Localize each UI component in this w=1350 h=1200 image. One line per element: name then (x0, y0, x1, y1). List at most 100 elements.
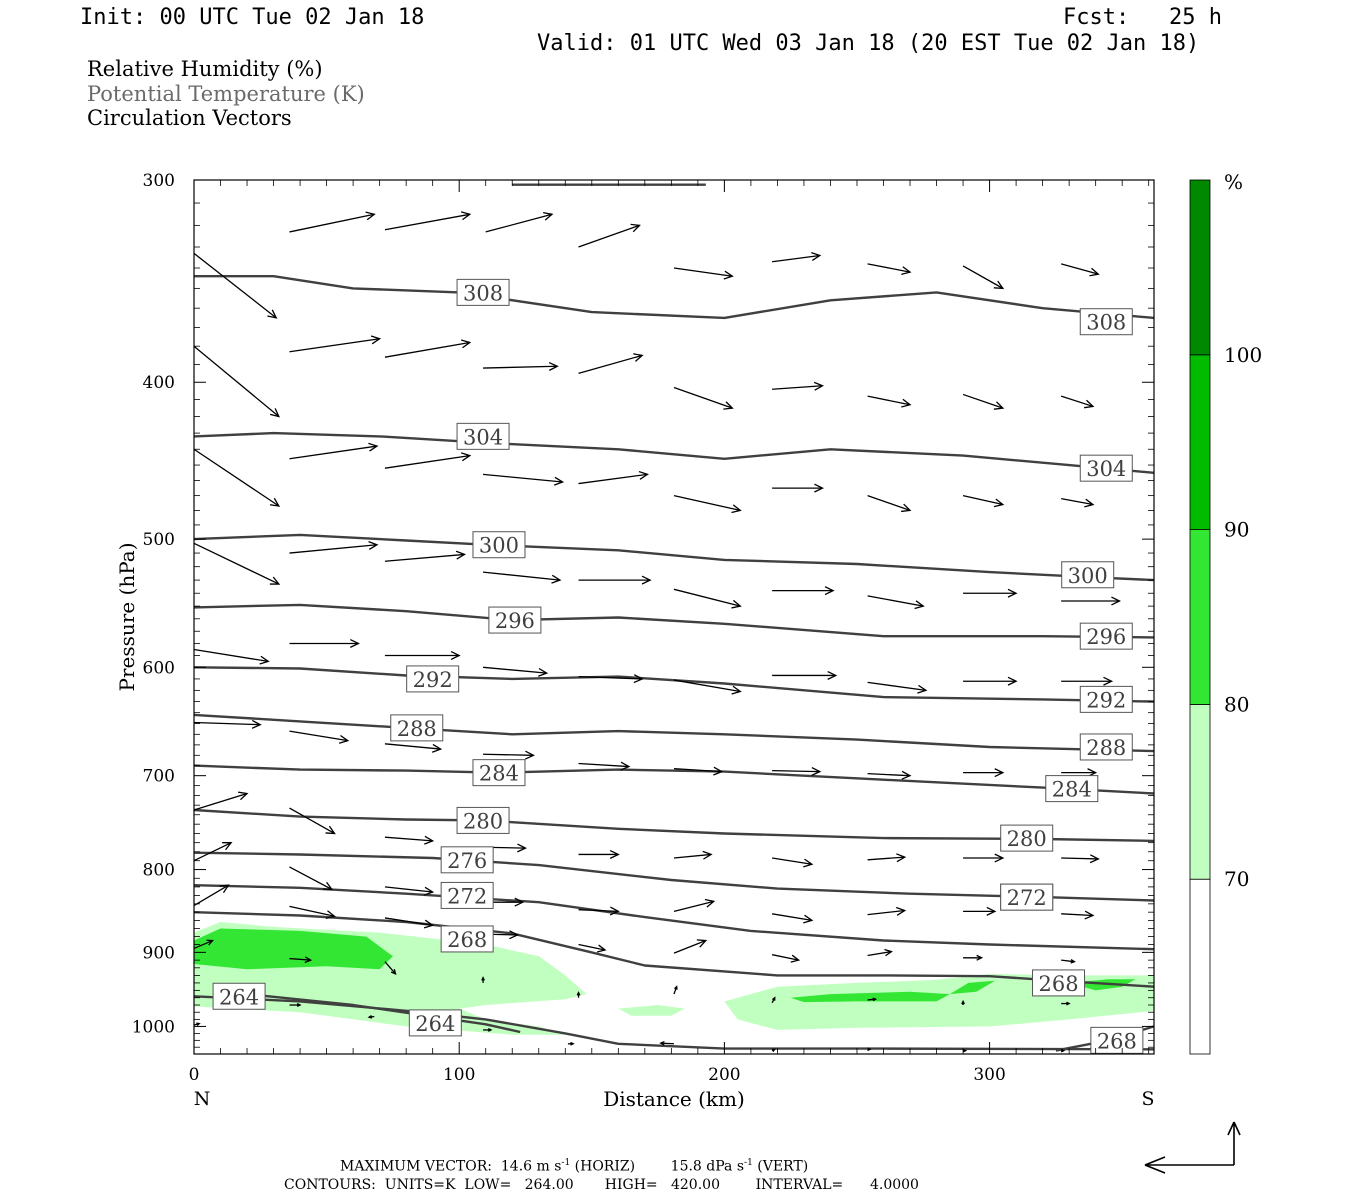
vector-arrow-41 (289, 638, 360, 648)
vector-arrow-68 (963, 853, 1005, 863)
theta-contour-268-10 (194, 911, 1154, 988)
x-end-left-label: N (194, 1088, 211, 1110)
vector-arrow-58 (963, 768, 1005, 778)
svg-text:276: 276 (447, 849, 487, 873)
vector-arrow-6 (772, 252, 822, 263)
x-tick-label-200: 200 (708, 1065, 740, 1085)
vector-arrow-80 (193, 884, 230, 907)
vector-arrow-35 (673, 588, 742, 609)
svg-text:300: 300 (479, 534, 519, 558)
vector-arrow-10 (193, 345, 281, 418)
svg-text:272: 272 (447, 884, 487, 908)
vector-arrow-31 (289, 540, 379, 554)
x-tick-label-0: 0 (189, 1065, 200, 1085)
contour-label-272: 272 (440, 881, 494, 909)
x-tick-label-300: 300 (973, 1065, 1005, 1085)
svg-text:288: 288 (397, 717, 437, 741)
y-tick-label-1000: 1000 (132, 1017, 175, 1037)
vector-arrow-90 (193, 939, 214, 950)
vector-arrow-66 (772, 857, 814, 868)
colorbar-label-90: 90 (1224, 518, 1249, 542)
contour-label-308: 308 (456, 278, 510, 306)
contour-label-304: 304 (1079, 454, 1133, 482)
circulation-vectors (193, 211, 1122, 1053)
contour-label-308: 308 (1079, 308, 1133, 336)
valid-time: Valid: 01 UTC Wed 03 Jan 18 (20 EST Tue … (537, 31, 1200, 56)
rh-region-70-1 (618, 1005, 685, 1016)
vector-arrow-57 (867, 770, 912, 780)
contour-label-304: 304 (456, 422, 510, 450)
vector-arrow-92 (384, 961, 397, 976)
svg-text:292: 292 (413, 668, 453, 692)
vector-arrow-105 (659, 1040, 675, 1046)
vector-arrow-47 (867, 681, 928, 694)
colorbar-segment-100 (1189, 179, 1211, 356)
vector-arrow-5 (673, 267, 734, 280)
svg-text:296: 296 (495, 609, 535, 633)
vector-arrow-75 (673, 898, 716, 912)
vector-arrow-43 (483, 666, 549, 677)
vector-arrow-101 (289, 1003, 302, 1007)
svg-text:300: 300 (1068, 564, 1108, 588)
colorbar-unit: % (1224, 170, 1243, 194)
vector-arrow-70 (193, 842, 233, 862)
theta-contours (194, 183, 1154, 1052)
vector-arrow-104 (567, 1041, 575, 1046)
vector-arrow-36 (772, 586, 835, 596)
vector-arrow-21 (289, 442, 379, 460)
contour-label-268: 268 (440, 925, 494, 953)
colorbar-segment-90 (1189, 354, 1211, 530)
vector-arrow-46 (772, 670, 838, 680)
svg-text:264: 264 (219, 985, 259, 1009)
theta-contour-284-6 (194, 764, 1154, 795)
contour-label-280: 280 (456, 806, 510, 834)
vector-arrow-29 (1061, 497, 1095, 508)
y-tick-label-300: 300 (143, 171, 175, 191)
theta-contour-276-8 (194, 851, 1154, 902)
theta-contour-308-0 (194, 275, 1154, 320)
contour-label-284: 284 (1045, 775, 1099, 803)
contour-label-276: 276 (440, 846, 494, 874)
vector-arrow-17 (867, 395, 912, 408)
vector-arrow-3 (485, 211, 554, 233)
contour-label-296: 296 (1079, 622, 1133, 650)
vector-arrow-99 (1061, 1001, 1071, 1006)
plot-frame (193, 179, 1155, 1055)
reference-vector-icon (1144, 1121, 1241, 1174)
vector-arrow-76 (772, 913, 814, 924)
vector-arrow-91 (289, 956, 313, 964)
vector-arrow-44 (578, 674, 644, 684)
legend-theta: Potential Temperature (K) (87, 82, 365, 106)
forecast-hour: Fcst: 25 h (1063, 5, 1222, 30)
vector-arrow-26 (772, 483, 825, 493)
y-tick-label-900: 900 (143, 943, 175, 963)
contour-label-280: 280 (1000, 824, 1054, 852)
vector-arrow-53 (483, 750, 535, 760)
vector-arrow-18 (962, 393, 1005, 410)
vector-arrow-103 (483, 1028, 493, 1032)
init-time: Init: 00 UTC Tue 02 Jan 18 (80, 5, 425, 30)
vector-arrow-42 (384, 650, 461, 660)
vector-arrow-8 (962, 265, 1005, 290)
vector-arrow-65 (673, 850, 713, 860)
contour-label-268: 268 (1032, 969, 1086, 997)
vector-arrow-94 (576, 991, 581, 998)
svg-text:304: 304 (1086, 457, 1126, 481)
svg-text:280: 280 (463, 809, 503, 833)
vector-arrow-106 (771, 1048, 777, 1053)
vector-arrow-1 (289, 211, 376, 233)
contour-label-268: 268 (1090, 1026, 1144, 1054)
theta-contour-280-7 (194, 808, 1154, 843)
vector-arrow-37 (867, 595, 925, 610)
vector-arrow-55 (673, 766, 724, 776)
vector-arrow-15 (673, 386, 734, 410)
vector-arrow-13 (483, 361, 559, 371)
vector-arrow-74 (578, 906, 620, 916)
vector-arrow-87 (867, 948, 893, 957)
rh-region-80-5 (949, 980, 995, 995)
svg-text:280: 280 (1007, 827, 1047, 851)
x-tick-label-100: 100 (443, 1065, 475, 1085)
vector-arrow-98 (961, 999, 965, 1006)
x-end-right-label: S (1141, 1088, 1154, 1110)
svg-text:268: 268 (447, 928, 487, 952)
